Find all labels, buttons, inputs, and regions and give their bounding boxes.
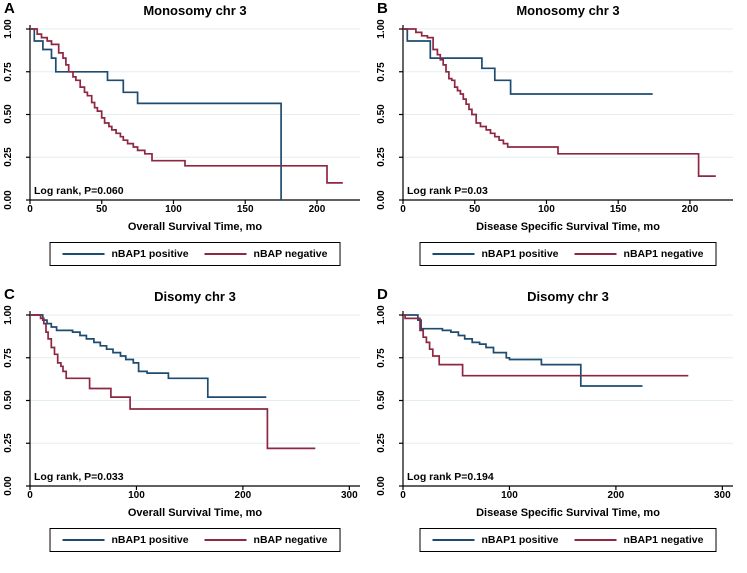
y-tick-label: 1.00 — [3, 19, 14, 39]
x-tick-label: 0 — [400, 490, 406, 501]
positive-line-swatch — [432, 253, 475, 255]
y-tick-label: 0.25 — [376, 147, 387, 167]
legend-box: nBAP1 positive nBAP1 negative — [419, 528, 717, 552]
x-tick-label: 100 — [501, 490, 518, 501]
legend-box: nBAP1 positive nBAP negative — [49, 242, 341, 266]
x-tick-label: 0 — [27, 204, 33, 215]
legend-label: nBAP negative — [253, 248, 328, 260]
x-axis-title: Disease Specific Survival Time, mo — [476, 507, 660, 519]
km-plot-a — [26, 25, 360, 204]
x-axis-title: Disease Specific Survival Time, mo — [476, 221, 660, 233]
legend-label: nBAP negative — [253, 534, 328, 546]
y-tick-label: 0.75 — [3, 348, 14, 368]
negative-line-swatch — [204, 253, 247, 255]
panel-a: A Monosomy chr 3 0.00 0.25 0.50 0.75 1.0… — [0, 0, 374, 287]
x-tick-label: 50 — [469, 204, 481, 215]
positive-line-swatch — [432, 539, 475, 541]
y-tick-label: 0.50 — [376, 390, 387, 410]
x-tick-label: 50 — [96, 204, 108, 215]
y-tick-label: 0.50 — [376, 104, 387, 124]
positive-line-swatch — [62, 539, 105, 541]
legend-item-positive: nBAP1 positive — [432, 534, 559, 546]
x-tick-label: 100 — [165, 204, 182, 215]
x-tick-label: 200 — [607, 490, 625, 501]
legend-label: nBAP1 positive — [111, 248, 189, 260]
x-tick-label: 0 — [27, 490, 33, 501]
positive-line-swatch — [62, 253, 105, 255]
legend-label: nBAP1 negative — [623, 248, 704, 260]
panel-b: B Monosomy chr 3 0.00 0.25 0.50 0.75 1.0… — [373, 0, 747, 287]
x-tick-label: 200 — [308, 204, 326, 215]
legend-label: nBAP1 positive — [481, 534, 559, 546]
panel-letter: B — [377, 0, 388, 17]
legend-box: nBAP1 positive nBAP negative — [49, 528, 341, 552]
log-rank-p-value: Log rank, P=0.060 — [34, 185, 124, 197]
km-plot-d — [399, 311, 733, 490]
y-tick-label: 1.00 — [376, 305, 387, 325]
x-tick-label: 100 — [128, 490, 145, 501]
y-tick-label: 1.00 — [3, 305, 14, 325]
legend-label: nBAP1 negative — [623, 534, 704, 546]
x-axis-title: Overall Survival Time, mo — [127, 221, 263, 233]
panel-letter: A — [4, 0, 15, 17]
panel-letter: D — [377, 286, 388, 303]
y-tick-label: 0.75 — [3, 62, 14, 82]
negative-line-swatch — [574, 539, 617, 541]
y-tick-label: 1.00 — [376, 19, 387, 39]
legend-item-positive: nBAP1 positive — [432, 248, 559, 260]
x-tick-label: 150 — [609, 204, 627, 215]
panel-d: D Disomy chr 3 0.00 0.25 0.50 0.75 1.00 … — [373, 286, 747, 573]
panel-title: Monosomy chr 3 — [516, 3, 620, 18]
legend-item-positive: nBAP1 positive — [62, 248, 189, 260]
legend-box: nBAP1 positive nBAP1 negative — [419, 242, 717, 266]
x-tick-label: 200 — [234, 490, 252, 501]
x-tick-label: 150 — [236, 204, 254, 215]
panel-letter: C — [4, 286, 15, 303]
negative-line-swatch — [574, 253, 617, 255]
log-rank-p-value: Log rank P=0.194 — [407, 471, 494, 483]
x-tick-label: 300 — [714, 490, 731, 501]
legend-item-positive: nBAP1 positive — [62, 534, 189, 546]
x-axis-title: Overall Survival Time, mo — [127, 507, 263, 519]
x-tick-label: 100 — [538, 204, 555, 215]
x-tick-label: 300 — [341, 490, 358, 501]
legend-label: nBAP1 positive — [481, 248, 559, 260]
legend-item-negative: nBAP1 negative — [574, 248, 704, 260]
y-tick-label: 0.75 — [376, 62, 387, 82]
panel-title: Disomy chr 3 — [154, 289, 236, 304]
legend-label: nBAP1 positive — [111, 534, 189, 546]
y-tick-label: 0.50 — [3, 390, 14, 410]
y-tick-label: 0.25 — [376, 433, 387, 453]
legend-item-negative: nBAP negative — [204, 534, 328, 546]
panel-title: Monosomy chr 3 — [143, 3, 247, 18]
km-plot-c — [26, 311, 360, 490]
y-tick-label: 0.50 — [3, 104, 14, 124]
y-tick-label: 0.75 — [376, 348, 387, 368]
x-tick-label: 0 — [400, 204, 406, 215]
log-rank-p-value: Log rank P=0.03 — [407, 185, 488, 197]
panel-c: C Disomy chr 3 0.00 0.25 0.50 0.75 1.00 … — [0, 286, 374, 573]
y-tick-label: 0.25 — [3, 433, 14, 453]
log-rank-p-value: Log rank, P=0.033 — [34, 471, 124, 483]
legend-item-negative: nBAP1 negative — [574, 534, 704, 546]
panel-title: Disomy chr 3 — [527, 289, 609, 304]
km-plot-b — [399, 25, 733, 204]
y-tick-label: 0.25 — [3, 147, 14, 167]
negative-line-swatch — [204, 539, 247, 541]
x-tick-label: 200 — [681, 204, 699, 215]
legend-item-negative: nBAP negative — [204, 248, 328, 260]
